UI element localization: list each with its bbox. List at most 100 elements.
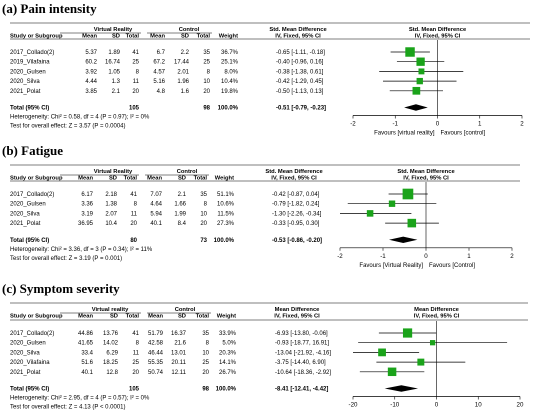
vr-total: 20 <box>132 89 139 95</box>
control-group-header: Control <box>175 307 196 313</box>
control-sd: 13.01 <box>171 350 187 356</box>
control-total: 35 <box>200 192 207 198</box>
control-total: 25 <box>203 60 210 66</box>
vr-sd-header: SD <box>110 314 118 320</box>
control-total: 25 <box>202 360 209 366</box>
effect-square <box>416 77 423 85</box>
control-total: 20 <box>203 89 210 95</box>
control-total-n: 98 <box>203 106 210 112</box>
total-ci: -8.41 [-12.41, -4.42] <box>275 387 328 393</box>
study-weight: 19.8% <box>221 89 239 95</box>
study-weight: 20.3% <box>219 350 237 356</box>
effect-square <box>418 68 425 75</box>
favours-left-label: Favours [Virtual Reality] <box>359 263 423 269</box>
vr-mean-header: Mean <box>82 34 97 40</box>
vr-mean: 4.44 <box>85 79 97 85</box>
vr-sd: 1.38 <box>105 202 117 208</box>
control-mean: 5.16 <box>153 79 165 85</box>
control-sd: 2.2 <box>181 50 190 56</box>
experimental-group-header: Virtual Reality <box>94 169 133 175</box>
vr-mean: 40.1 <box>81 370 93 376</box>
weight-header: Weight <box>215 176 234 182</box>
vr-total-n: 80 <box>130 238 137 244</box>
favours-left-label: Favours [virtual reality] <box>374 131 435 137</box>
control-mean: 7.07 <box>150 192 162 198</box>
plot-effect-header: Mean Difference <box>414 307 460 313</box>
plot-effect-header: Std. Mean Difference <box>409 27 467 33</box>
study-weight: 11.5% <box>217 211 234 217</box>
control-mean: 50.74 <box>148 370 164 376</box>
control-mean: 4.8 <box>157 89 166 95</box>
effect-header: Mean Difference <box>275 307 321 313</box>
vr-sd: 2.07 <box>105 211 117 217</box>
study-weight: 25.1% <box>221 60 239 66</box>
ci-header: IV, Fixed, 95% CI <box>275 34 321 40</box>
x-tick-label: 2 <box>520 121 524 128</box>
control-sd: 20.11 <box>171 360 186 366</box>
vr-total: 8 <box>136 69 140 75</box>
x-tick-label: 1 <box>467 253 471 260</box>
vr-mean: 3.92 <box>85 69 97 75</box>
total-row: Total (95% CI) 105 98 100.0% -8.41 [-12.41, … <box>10 385 419 393</box>
table-row: 2020_Vilafaina 51.6 18.25 25 55.35 20.11 25 14.… <box>10 358 466 366</box>
study-name: 2020_Gulsen <box>10 341 46 347</box>
control-mean: 40.1 <box>150 221 162 227</box>
control-total: 20 <box>200 221 207 227</box>
panel-title: (b) Fatigue <box>2 143 63 158</box>
study-weight: 8.0% <box>224 69 238 75</box>
control-sd: 21.6 <box>174 341 186 347</box>
control-sd: 8.4 <box>178 221 187 227</box>
favours-right-label: Favours [control] <box>441 131 486 137</box>
vr-sd: 12.8 <box>106 370 118 376</box>
vr-mean: 6.17 <box>81 192 93 198</box>
control-sd-header: SD <box>178 314 186 320</box>
control-total-n: 73 <box>200 238 207 244</box>
vr-total: 8 <box>136 341 140 347</box>
forest-panel-3: (c) Symptom severity Virtual reality Contr… <box>2 281 528 411</box>
control-mean: 67.2 <box>153 60 165 66</box>
effect-square <box>387 367 397 377</box>
study-ci: -0.79 [-1.82, 0.24] <box>272 202 320 208</box>
vr-sd: 14.02 <box>103 341 119 347</box>
control-sd: 2.1 <box>178 192 187 198</box>
study-ci: -0.65 [-1.11, -0.18] <box>276 50 325 56</box>
table-row: 2021_Polat 36.95 10.4 20 40.1 8.4 20 27.3% -0.33… <box>10 218 439 228</box>
x-tick-label: 1 <box>478 121 482 128</box>
effect-square <box>429 340 436 346</box>
forest-panel-2: (b) Fatigue Virtual Reality Control Std. Me… <box>2 143 520 269</box>
vr-total: 25 <box>132 60 139 66</box>
study-name: 2021_Polat <box>10 370 41 376</box>
study-ci: -1.30 [-2.26, -0.34] <box>272 211 322 217</box>
study-weight: 10.6% <box>217 202 235 208</box>
total-label: Total (95% CI) <box>10 238 49 244</box>
vr-total: 41 <box>132 331 139 337</box>
vr-mean: 51.6 <box>81 360 93 366</box>
x-tick-label: -1 <box>380 253 386 260</box>
control-total-header: Total <box>194 176 208 182</box>
study-weight: 36.7% <box>221 50 239 56</box>
experimental-group-header: Virtual Reality <box>94 27 133 33</box>
heterogeneity-text: Heterogeneity: Chi² = 3.36, df = 3 (P = … <box>10 247 153 253</box>
x-tick-label: 20 <box>517 402 524 409</box>
vr-total: 20 <box>132 370 139 376</box>
study-ci: -3.75 [-14.40, 6.90] <box>275 360 326 366</box>
study-name: 2021_Polat <box>10 221 41 227</box>
vr-total-n: 105 <box>129 106 140 112</box>
study-ci: -0.42 [-0.87, 0.04] <box>272 192 320 198</box>
total-weight: 100.0% <box>216 387 237 393</box>
total-label: Total (95% CI) <box>10 106 49 112</box>
vr-sd: 13.76 <box>103 331 119 337</box>
effect-square <box>402 328 413 338</box>
control-sd: 1.66 <box>174 202 186 208</box>
vr-total: 20 <box>130 221 137 227</box>
study-weight: 10.4% <box>221 79 239 85</box>
vr-mean: 5.37 <box>85 50 97 56</box>
control-total: 35 <box>203 50 210 56</box>
control-total-header: Total <box>197 34 211 40</box>
x-tick-label: -2 <box>350 121 356 128</box>
study-name: 2017_Collado(2) <box>10 331 54 337</box>
study-name: 2017_Collado(2) <box>10 50 54 56</box>
control-sd: 12.11 <box>171 370 186 376</box>
plot-ci-header: IV, Fixed, 95% CI <box>414 314 460 320</box>
study-ci: -10.64 [-18.36, -2.92] <box>275 370 331 376</box>
